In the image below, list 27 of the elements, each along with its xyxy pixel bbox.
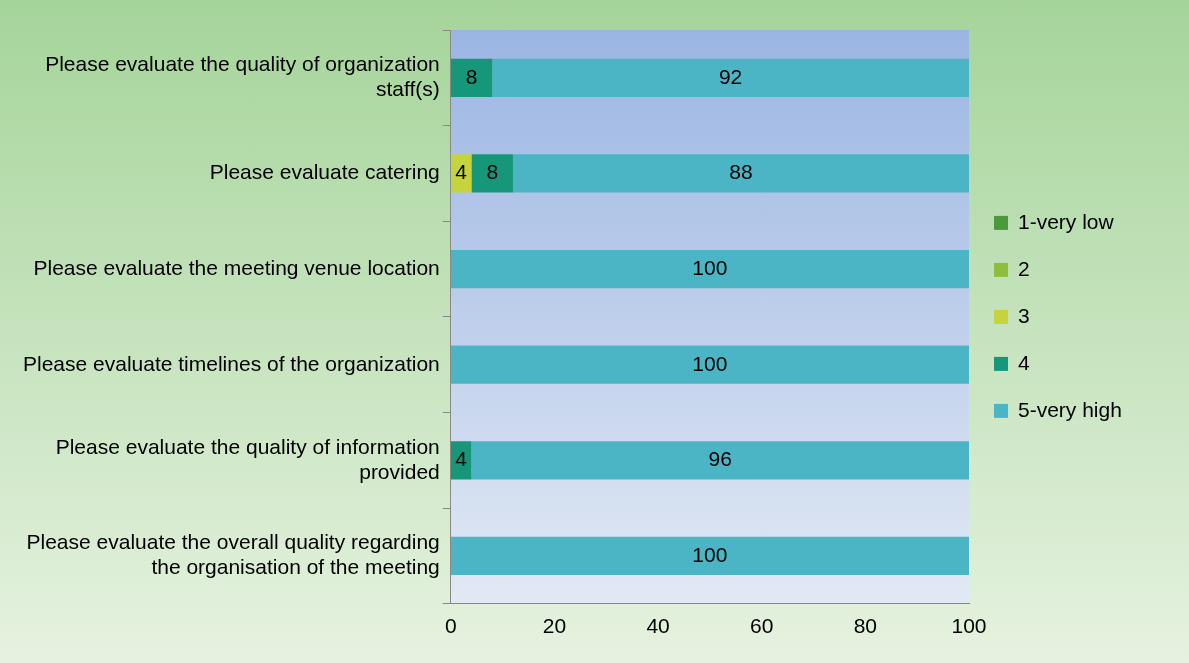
- legend-label: 3: [1018, 303, 1030, 327]
- y-tick-label: Please evaluate the meeting venue location: [33, 255, 440, 279]
- x-tick-label: 60: [750, 614, 774, 638]
- legend-label: 4: [1018, 350, 1030, 374]
- legend-label: 1-very low: [1018, 209, 1115, 233]
- data-label: 96: [708, 447, 732, 471]
- data-label: 100: [692, 351, 728, 375]
- x-tick-label: 20: [542, 614, 567, 638]
- data-label: 92: [718, 64, 743, 88]
- data-label: 8: [486, 160, 499, 184]
- legend-label: 5-very high: [1018, 397, 1122, 421]
- x-tick-label: 100: [951, 614, 987, 638]
- data-label: 4: [455, 160, 468, 184]
- data-label: 88: [729, 160, 753, 184]
- data-label: 100: [692, 255, 728, 279]
- y-tick-label: Please evaluate catering: [209, 160, 440, 184]
- x-tick-label: 0: [444, 614, 457, 638]
- y-tick-label: Please evaluate timelines of the organization: [22, 351, 440, 375]
- y-tick-label: Please evaluate the overall quality regarding the organisation of the meeting: [26, 530, 440, 579]
- x-tick-label: 80: [853, 614, 878, 638]
- y-tick-label: Please evaluate the quality of organization staff(s): [45, 52, 440, 101]
- data-label: 100: [692, 542, 728, 566]
- y-tick-label: Please evaluate the quality of information provided: [55, 434, 440, 483]
- x-tick-label: 40: [646, 614, 670, 638]
- legend-label: 2: [1018, 256, 1030, 280]
- data-label: 4: [455, 447, 468, 471]
- data-label: 8: [465, 64, 478, 88]
